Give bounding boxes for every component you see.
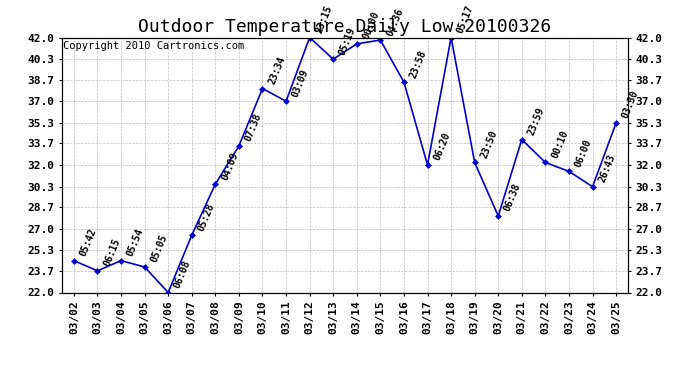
- Text: 00:00: 00:00: [361, 10, 382, 41]
- Text: 06:38: 06:38: [502, 182, 523, 213]
- Text: 00:10: 00:10: [549, 129, 570, 160]
- Text: 06:08: 06:08: [172, 259, 193, 290]
- Text: 05:17: 05:17: [455, 4, 475, 35]
- Text: 04:36: 04:36: [384, 6, 405, 37]
- Text: 26:43: 26:43: [597, 153, 617, 184]
- Text: 07:38: 07:38: [243, 112, 264, 143]
- Text: 05:54: 05:54: [125, 227, 146, 258]
- Text: 05:42: 05:42: [78, 227, 99, 258]
- Text: 23:34: 23:34: [266, 55, 287, 86]
- Text: 23:58: 23:58: [408, 48, 428, 80]
- Text: 05:05: 05:05: [149, 233, 169, 264]
- Text: 23:15: 23:15: [314, 4, 334, 35]
- Text: 05:19: 05:19: [337, 26, 357, 56]
- Text: 03:30: 03:30: [620, 89, 640, 120]
- Title: Outdoor Temperature Daily Low 20100326: Outdoor Temperature Daily Low 20100326: [139, 18, 551, 36]
- Text: 23:50: 23:50: [479, 129, 499, 160]
- Text: 06:15: 06:15: [101, 237, 122, 268]
- Text: 04:09: 04:09: [219, 150, 240, 182]
- Text: 03:09: 03:09: [290, 68, 310, 99]
- Text: 06:20: 06:20: [432, 131, 452, 162]
- Text: Copyright 2010 Cartronics.com: Copyright 2010 Cartronics.com: [63, 41, 244, 51]
- Text: 05:28: 05:28: [196, 201, 216, 232]
- Text: 06:00: 06:00: [573, 138, 593, 169]
- Text: 23:59: 23:59: [526, 106, 546, 137]
